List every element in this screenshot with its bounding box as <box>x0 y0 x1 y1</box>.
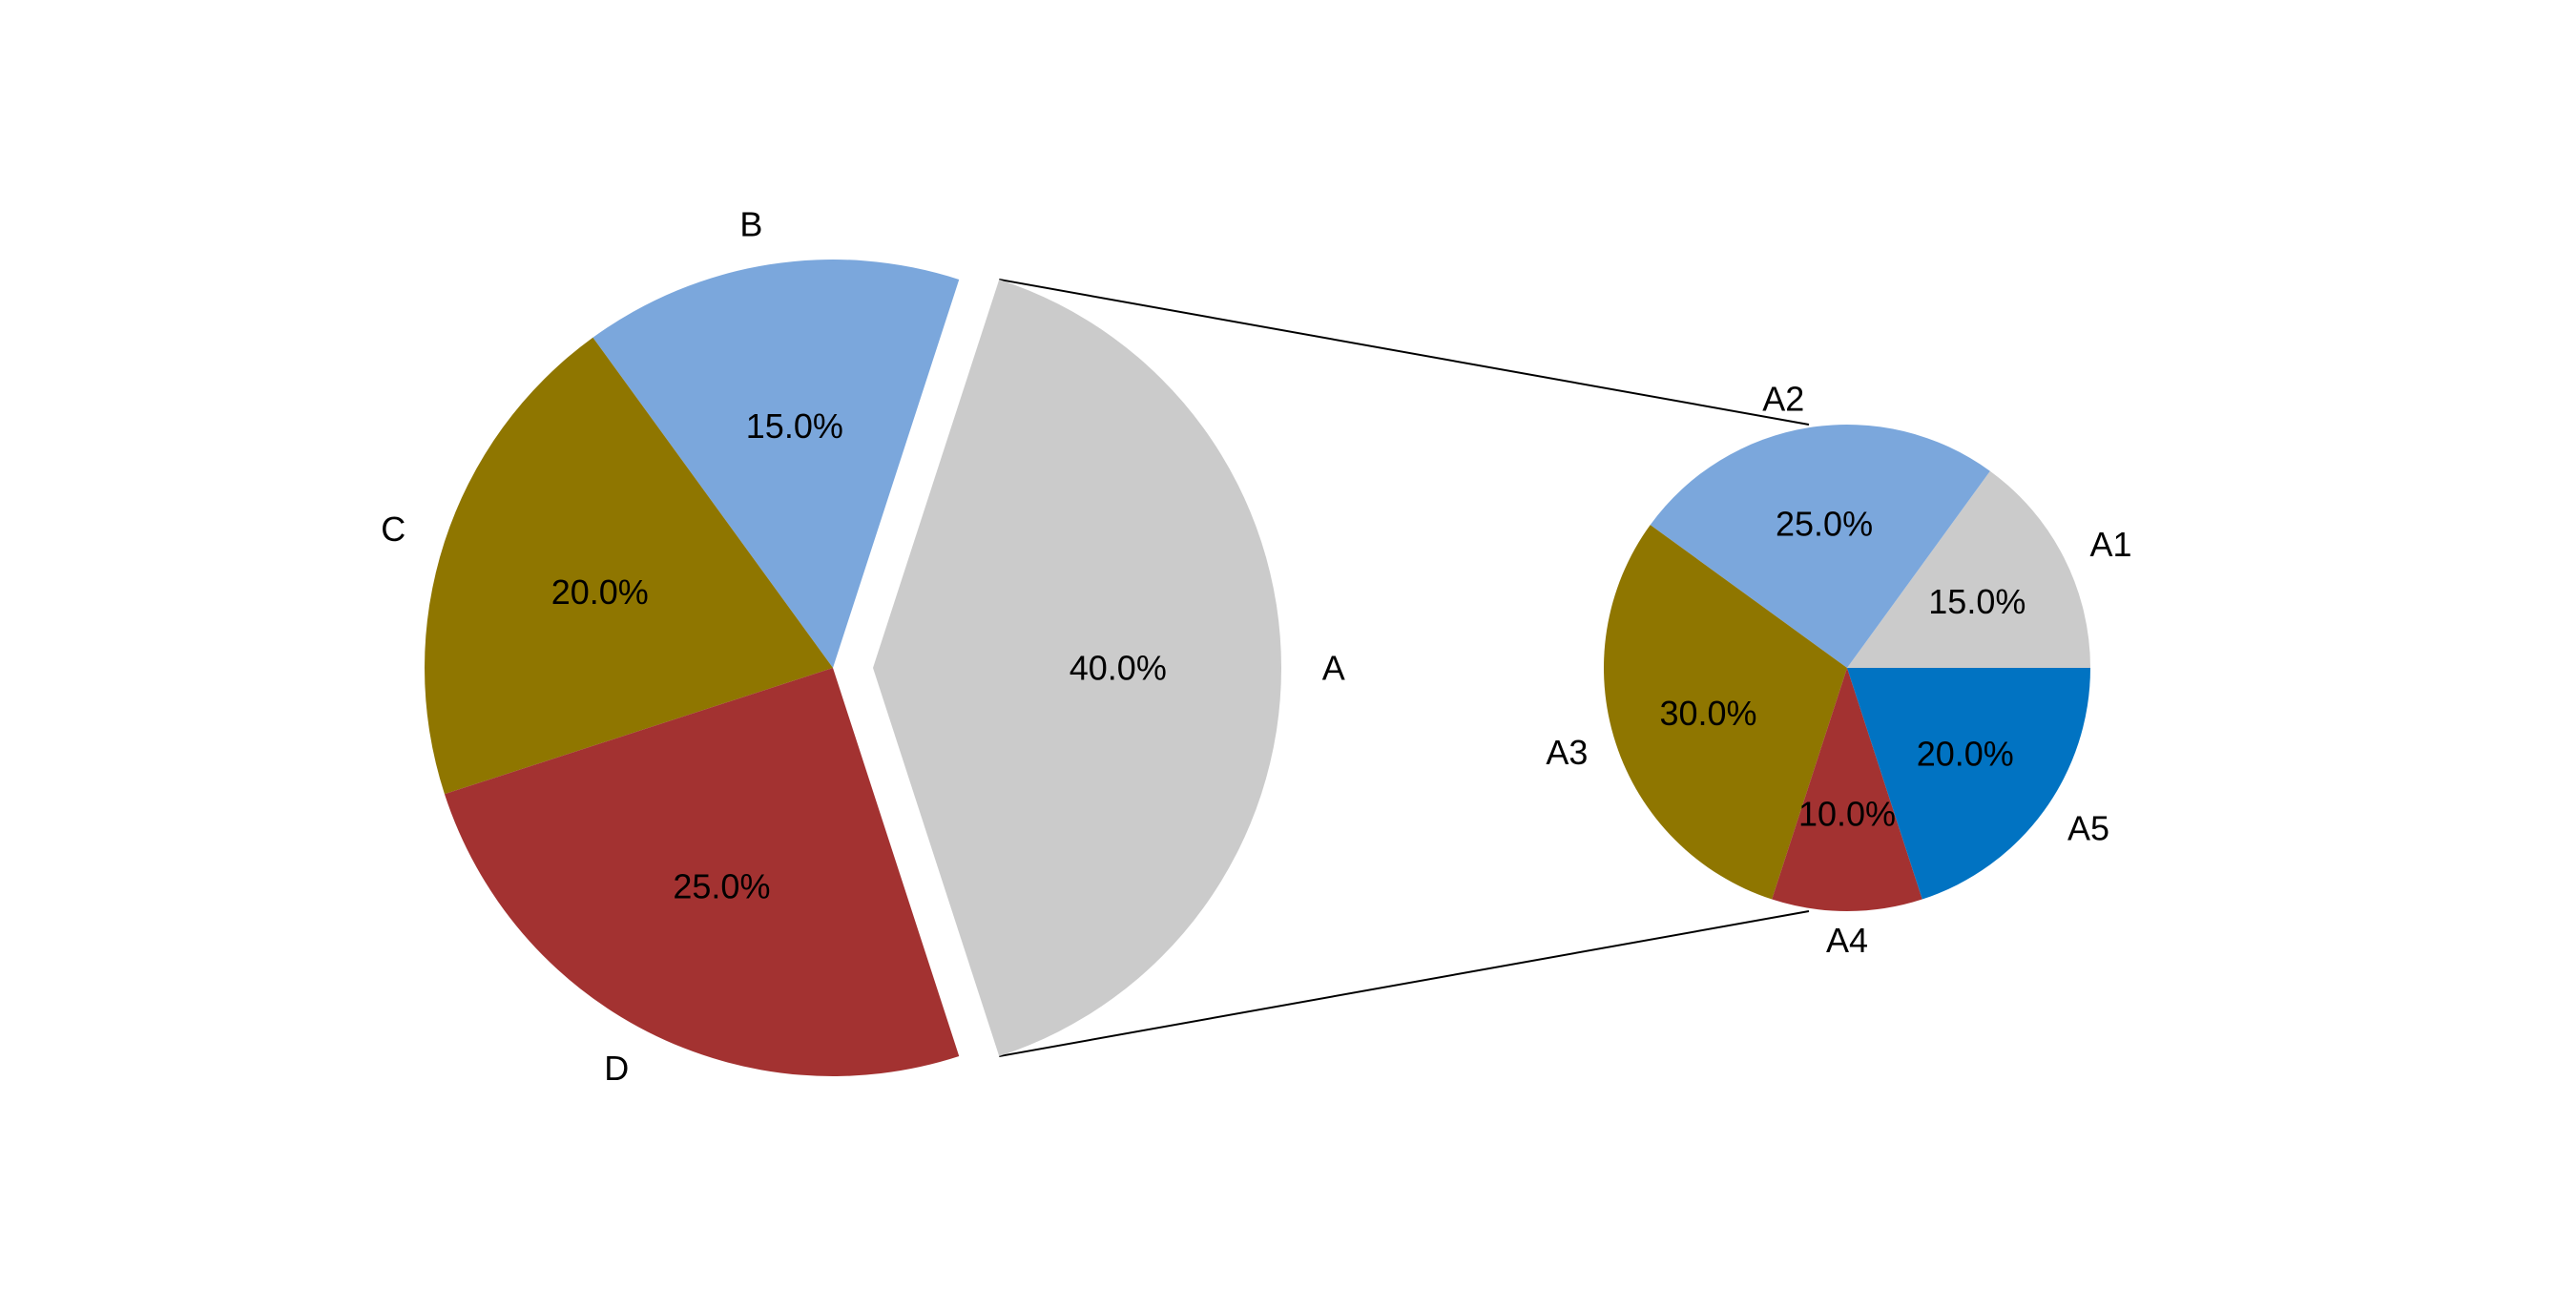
percent-label-a3: 30.0% <box>1659 694 1756 733</box>
category-label-c: C <box>381 509 405 549</box>
wedge-a2 <box>1650 424 1990 668</box>
percent-label-c: 20.0% <box>551 572 649 612</box>
percent-label-b: 15.0% <box>746 406 843 446</box>
wedge-a5 <box>1847 668 2090 900</box>
connector-lines <box>999 278 1810 1058</box>
category-label-a2: A2 <box>1762 379 1804 418</box>
wedge-a4 <box>1772 668 1922 912</box>
category-label-d: D <box>604 1049 629 1088</box>
main-pie: 40.0% A 15.0% B 20.0% C 25.0% D <box>381 204 1345 1087</box>
wedge-b <box>592 260 960 668</box>
category-label-a1: A1 <box>2089 525 2131 564</box>
percent-label-a1: 15.0% <box>1928 582 2025 621</box>
category-label-a: A <box>1322 649 1345 688</box>
category-label-b: B <box>739 204 762 243</box>
connector-line-bottom <box>999 910 1810 1058</box>
percent-label-d: 25.0% <box>673 866 770 905</box>
wedge-d <box>444 668 960 1076</box>
category-label-a3: A3 <box>1546 733 1588 772</box>
wedge-a1 <box>1847 470 2090 668</box>
breakdown-pie: 15.0% A1 25.0% A2 30.0% A3 10.0% A4 20.0% A5 <box>1546 379 2131 960</box>
percent-label-a2: 25.0% <box>1776 504 1873 543</box>
percent-label-a: 40.0% <box>1070 649 1167 688</box>
percent-label-a5: 20.0% <box>1917 734 2014 773</box>
category-label-a4: A4 <box>1826 921 1868 960</box>
wedge-a3 <box>1604 525 1847 900</box>
connector-line-top <box>999 278 1810 426</box>
wedge-a <box>873 279 1281 1057</box>
percent-label-a4: 10.0% <box>1798 795 1896 834</box>
category-label-a5: A5 <box>2067 808 2109 847</box>
wedge-c <box>425 337 833 795</box>
